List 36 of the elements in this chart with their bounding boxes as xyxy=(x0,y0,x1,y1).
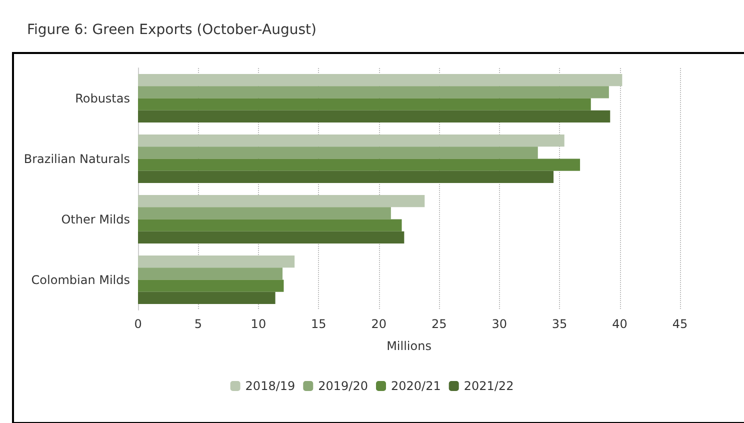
bar xyxy=(138,195,425,208)
legend-label: 2021/22 xyxy=(464,379,514,393)
x-tick-label: 40 xyxy=(612,317,628,331)
legend-label: 2020/21 xyxy=(391,379,441,393)
x-tick-label: 10 xyxy=(250,317,266,331)
x-tick-label: 30 xyxy=(492,317,507,331)
y-tick-label: Colombian Milds xyxy=(31,272,130,287)
bar xyxy=(138,74,622,86)
y-tick-label: Brazilian Naturals xyxy=(24,152,130,166)
bar xyxy=(138,292,276,304)
x-tick-label: 45 xyxy=(672,317,688,331)
y-tick-label: Other Milds xyxy=(61,212,130,226)
bar xyxy=(138,110,610,122)
bar xyxy=(138,170,554,183)
bar xyxy=(138,280,284,292)
x-tick-label: 15 xyxy=(311,317,326,331)
legend-label: 2019/20 xyxy=(318,379,368,393)
chart-title: Figure 6: Green Exports (October-August) xyxy=(27,22,316,38)
x-tick-label: 0 xyxy=(134,317,142,331)
bar xyxy=(138,158,580,171)
y-tick-label: Robustas xyxy=(75,91,130,106)
bar xyxy=(138,98,591,110)
x-tick-label: 25 xyxy=(431,317,447,331)
bar xyxy=(138,268,283,280)
bar xyxy=(138,134,564,147)
bar xyxy=(138,86,609,98)
bar xyxy=(138,256,295,268)
x-tick-label: 35 xyxy=(552,317,568,331)
x-tick-label: 5 xyxy=(194,317,202,331)
bar xyxy=(138,231,404,244)
legend-label: 2018/19 xyxy=(245,379,296,393)
bar xyxy=(138,219,402,232)
bar xyxy=(138,207,391,220)
x-axis-title: Millions xyxy=(386,339,432,353)
bar xyxy=(138,146,538,159)
x-tick-label: 20 xyxy=(371,317,387,331)
